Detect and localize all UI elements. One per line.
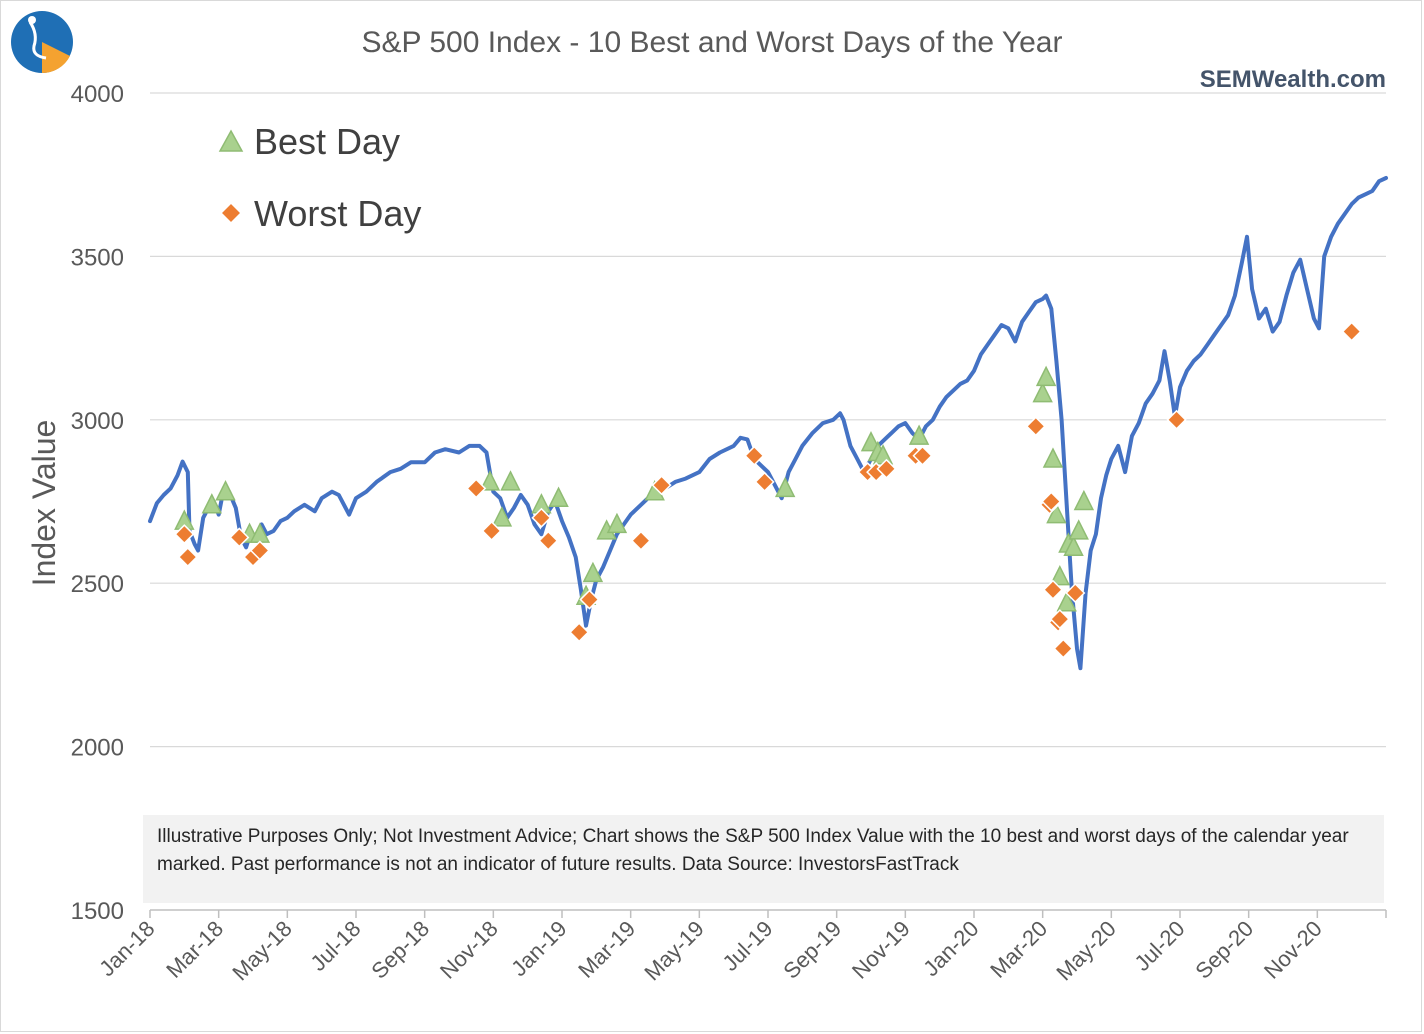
best-day-marker <box>1068 519 1089 540</box>
x-tick-label: Mar-19 <box>573 916 640 983</box>
x-axis-ticks: Jan-18 Mar-18 May-18 Jul-18 Sep-18 Nov-18 Jan-… <box>94 910 1387 986</box>
best-day-marker <box>215 480 236 501</box>
worst-day-marker <box>744 445 765 466</box>
sp500-series-line <box>148 176 1388 671</box>
best-day-marker <box>1042 447 1064 468</box>
best-day-marker <box>1056 591 1077 612</box>
best-day-marker <box>548 486 569 507</box>
x-tick-label: May-18 <box>227 916 297 986</box>
semwealth-logo <box>11 11 73 74</box>
x-tick-label: Jan-19 <box>506 916 571 981</box>
worst-day-marker <box>579 589 600 610</box>
logo-figure <box>28 21 47 60</box>
x-tick-label: Jul-20 <box>1129 916 1189 976</box>
worst-day-markers <box>174 321 1362 659</box>
legend-best-label: Best Day <box>254 121 400 162</box>
x-tick-label: Mar-20 <box>985 916 1052 983</box>
worst-day-marker <box>1049 609 1070 630</box>
worst-day-marker <box>1065 582 1086 604</box>
y-tick-label: 2000 <box>71 735 124 762</box>
worst-day-marker <box>538 530 559 551</box>
worst-day-marker <box>466 478 487 499</box>
brand-label: SEMWealth.com <box>1200 66 1386 93</box>
legend: Best Day Worst Day <box>218 121 421 234</box>
best-day-marker <box>1035 365 1057 387</box>
worst-day-marker <box>1166 409 1187 430</box>
worst-day-marker <box>229 527 250 548</box>
worst-day-marker <box>177 546 198 568</box>
best-day-marker <box>1049 564 1071 586</box>
x-tick-label: Sep-19 <box>778 916 846 984</box>
legend-best-marker <box>218 129 244 152</box>
y-tick-label: 2500 <box>71 571 124 598</box>
worst-day-marker <box>569 622 590 643</box>
best-day-marker <box>606 512 628 534</box>
disclaimer-box: Illustrative Purposes Only; Not Investme… <box>143 815 1384 903</box>
y-axis-label: Index Value <box>26 420 62 587</box>
best-day-marker <box>582 561 604 583</box>
best-day-marker <box>1063 535 1084 557</box>
worst-day-marker <box>876 458 897 479</box>
x-tick-label: Nov-19 <box>847 916 915 984</box>
x-tick-label: Sep-18 <box>366 916 434 984</box>
best-day-marker <box>1046 502 1067 524</box>
worst-day-marker <box>249 540 270 561</box>
worst-day-marker <box>1042 579 1064 600</box>
best-day-marker <box>774 476 796 498</box>
y-tick-label: 3000 <box>71 408 124 435</box>
best-day-marker <box>908 424 930 445</box>
best-day-marker <box>500 470 521 491</box>
x-tick-label: Jan-18 <box>94 916 159 981</box>
legend-worst-label: Worst Day <box>254 193 421 234</box>
x-tick-label: Jul-19 <box>717 916 777 976</box>
x-tick-label: May-19 <box>639 916 709 986</box>
x-tick-label: Sep-20 <box>1190 916 1258 984</box>
worst-day-marker <box>912 445 933 466</box>
x-tick-label: Jul-18 <box>305 916 365 976</box>
x-tick-label: Mar-18 <box>161 916 228 983</box>
best-day-marker <box>201 493 223 514</box>
worst-day-marker <box>1053 638 1074 659</box>
y-tick-label: 4000 <box>71 81 124 108</box>
legend-worst-marker <box>219 201 243 225</box>
y-tick-label: 1500 <box>71 898 124 925</box>
best-day-markers <box>174 365 1095 612</box>
best-day-marker <box>1073 489 1095 511</box>
worst-day-marker <box>630 530 652 551</box>
worst-day-marker <box>754 471 775 492</box>
worst-day-marker <box>1341 321 1362 342</box>
worst-day-marker <box>174 524 195 545</box>
worst-day-marker <box>1041 491 1062 512</box>
worst-day-marker <box>1025 416 1046 437</box>
best-day-marker <box>1032 381 1053 403</box>
best-day-marker <box>479 470 501 491</box>
x-tick-label: Nov-20 <box>1259 916 1327 984</box>
logo-figure-head <box>28 16 36 24</box>
x-tick-label: Nov-18 <box>435 916 503 984</box>
y-axis-ticks: 1500 2000 2500 3000 3500 4000 <box>71 81 124 925</box>
x-tick-label: May-20 <box>1051 916 1121 986</box>
best-day-marker <box>491 506 513 527</box>
x-tick-label: Jan-20 <box>918 916 983 981</box>
chart-title: S&P 500 Index - 10 Best and Worst Days o… <box>362 26 1063 59</box>
logo-pie-slice <box>42 42 70 74</box>
worst-day-marker <box>531 507 552 528</box>
y-tick-label: 3500 <box>71 244 124 271</box>
worst-day-marker <box>651 475 672 496</box>
worst-day-marker <box>481 520 502 541</box>
